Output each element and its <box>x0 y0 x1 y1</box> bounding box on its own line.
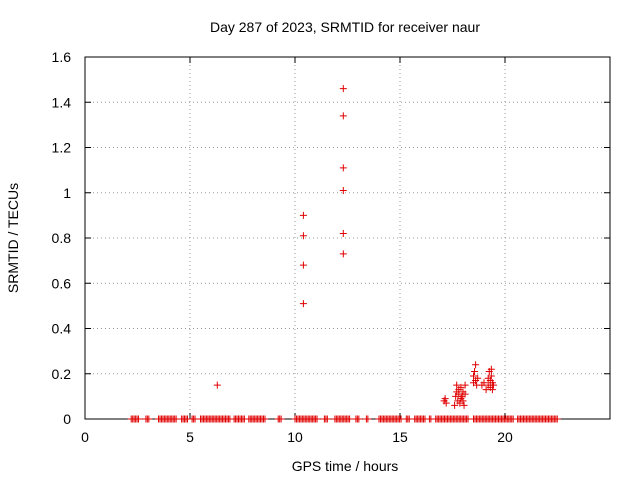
data-point <box>364 415 372 423</box>
y-tick-label: 0 <box>63 411 71 427</box>
data-point <box>339 85 347 93</box>
data-point <box>480 379 488 387</box>
y-tick-label: 1.2 <box>52 140 72 156</box>
y-tick-label: 0.2 <box>52 366 72 382</box>
y-tick-label: 1.4 <box>52 94 72 110</box>
data-point <box>451 401 459 409</box>
x-tick-label: 10 <box>287 429 303 445</box>
data-point <box>339 112 347 120</box>
data-point <box>261 415 269 423</box>
x-tick-label: 0 <box>81 429 89 445</box>
data-point <box>299 261 307 269</box>
data-point <box>339 250 347 258</box>
data-point <box>482 386 490 394</box>
data-point <box>474 374 482 382</box>
data-point <box>346 415 354 423</box>
data-point <box>488 386 496 394</box>
gridlines <box>85 57 610 419</box>
data-point <box>313 415 321 423</box>
data-point <box>470 372 477 380</box>
data-point <box>472 361 480 369</box>
data-point <box>553 415 561 423</box>
data-point <box>135 415 143 423</box>
x-tick-label: 15 <box>392 429 408 445</box>
data-point <box>487 372 495 380</box>
data-point <box>145 415 153 423</box>
data-point <box>461 390 469 398</box>
data-point <box>457 383 465 391</box>
data-point <box>453 381 461 389</box>
x-tick-label: 5 <box>186 429 194 445</box>
x-tick-label: 20 <box>497 429 513 445</box>
data-point <box>489 381 497 389</box>
data-point <box>299 300 307 308</box>
y-tick-label: 0.4 <box>52 321 72 337</box>
data-point <box>339 164 347 172</box>
chart-title: Day 287 of 2023, SRMTID for receiver nau… <box>210 19 480 35</box>
data-point <box>442 399 450 407</box>
data-point <box>459 397 467 405</box>
data-point <box>323 415 331 423</box>
data-points <box>127 85 561 423</box>
plot-frame <box>84 56 611 420</box>
x-axis-label: GPS time / hours <box>292 458 399 474</box>
y-tick-label: 1.6 <box>52 49 72 65</box>
data-point <box>277 415 285 423</box>
data-point <box>355 415 363 423</box>
y-axis-label: SRMTID / TECUs <box>5 183 21 293</box>
data-point <box>299 232 307 240</box>
data-point <box>471 367 479 375</box>
data-point <box>339 229 347 237</box>
data-point <box>461 381 469 389</box>
data-point <box>339 186 347 194</box>
y-tick-label: 1 <box>63 185 71 201</box>
axis-ticks: 0 5 10 15 20 0 0.2 0.4 0.6 0.8 1 1.2 1.4 1.6 <box>52 49 610 445</box>
data-point <box>213 381 221 389</box>
data-point <box>460 401 468 409</box>
y-tick-label: 0.6 <box>52 275 72 291</box>
data-point <box>487 365 495 373</box>
data-point <box>441 395 449 403</box>
data-point <box>299 211 307 219</box>
y-tick-label: 0.8 <box>52 230 72 246</box>
